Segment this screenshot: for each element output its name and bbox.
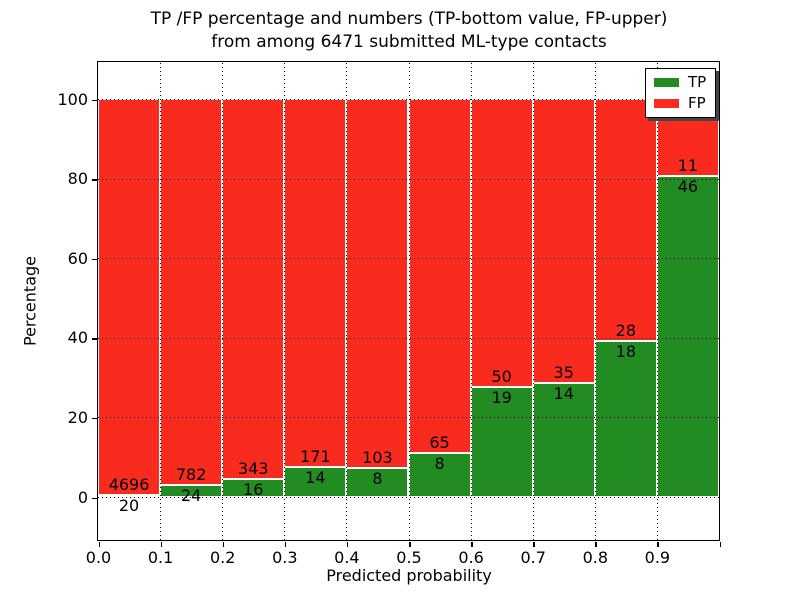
bar-fp-segment xyxy=(408,99,471,454)
x-tick-label: 0.1 xyxy=(147,548,174,567)
tp-count-label: 8 xyxy=(372,469,383,489)
bar-fp-segment xyxy=(160,99,223,486)
fp-count-label: 28 xyxy=(615,321,637,341)
bar-fp-segment xyxy=(470,99,533,388)
bar-tp-segment xyxy=(532,383,595,497)
y-tick-label: 0 xyxy=(77,487,88,507)
gridline-v xyxy=(470,62,472,540)
fp-count-label: 11 xyxy=(677,155,699,175)
legend-item-fp: FP xyxy=(654,96,706,111)
x-tick xyxy=(533,542,535,547)
x-tick xyxy=(284,542,287,547)
x-tick-label: 0.5 xyxy=(396,548,422,567)
tp-count-label: 8 xyxy=(434,454,445,474)
gridline-v xyxy=(160,62,162,540)
x-tick xyxy=(98,542,100,547)
legend-swatch-fp xyxy=(654,99,679,108)
bar-tp-segment xyxy=(408,453,471,497)
bar-tp-segment xyxy=(470,387,533,497)
plot-area: 4696 20 782 24 343 16 171 14 103 8 65 8 50 19 35 14 28 18… xyxy=(97,61,720,541)
y-tick xyxy=(92,497,97,499)
fp-count-label: 103 xyxy=(362,448,393,468)
fp-count-label: 4696 xyxy=(108,475,150,495)
bar-tp-segment xyxy=(656,175,719,497)
tp-count-label: 20 xyxy=(118,496,140,516)
x-tick xyxy=(160,542,163,547)
tp-count-label: 14 xyxy=(305,467,326,487)
legend-label-fp: FP xyxy=(688,94,706,112)
x-tick xyxy=(595,542,597,547)
chart-title: TP /FP percentage and numbers (TP-bottom… xyxy=(97,8,721,54)
bar-tp-segment xyxy=(98,495,161,498)
y-tick xyxy=(92,258,97,261)
tp-count-label: 19 xyxy=(491,388,512,408)
y-tick xyxy=(92,338,97,340)
fp-count-label: 35 xyxy=(553,363,574,383)
bar-fp-segment xyxy=(594,99,657,342)
legend-swatch-tp xyxy=(654,78,679,87)
x-tick-label: 0.3 xyxy=(272,548,298,567)
x-tick-label: 0.4 xyxy=(334,548,360,567)
y-tick xyxy=(92,417,97,420)
x-tick-label: 0.6 xyxy=(458,548,484,567)
bar-fp-segment xyxy=(98,99,161,496)
chart-title-line2: from among 6471 submitted ML-type contac… xyxy=(211,32,607,52)
tp-count-label: 18 xyxy=(615,342,637,362)
x-tick xyxy=(409,542,411,547)
chart-title-line1: TP /FP percentage and numbers (TP-bottom… xyxy=(150,9,668,29)
gridline-v xyxy=(532,62,534,540)
x-tick xyxy=(222,542,225,547)
bar-fp-segment xyxy=(346,99,409,469)
y-tick xyxy=(92,99,97,101)
bar-fp-segment xyxy=(284,99,347,467)
x-tick-label: 0.7 xyxy=(520,548,546,567)
gridline-v xyxy=(408,62,410,540)
fp-count-label: 50 xyxy=(491,367,512,387)
fp-count-label: 65 xyxy=(429,433,450,453)
gridline-v xyxy=(656,62,658,540)
y-tick-label: 40 xyxy=(67,328,88,348)
x-tick-label: 0.2 xyxy=(209,548,236,567)
y-tick-label: 80 xyxy=(67,169,88,189)
x-tick xyxy=(657,542,659,547)
bar-fp-segment xyxy=(222,99,285,480)
y-tick xyxy=(92,179,97,181)
fp-count-label: 171 xyxy=(300,446,331,466)
legend-label-tp: TP xyxy=(688,73,707,91)
x-tick-label: 0.9 xyxy=(644,548,671,567)
y-tick-label: 100 xyxy=(57,89,88,109)
fp-count-label: 782 xyxy=(175,465,207,485)
tp-count-label: 16 xyxy=(243,480,264,500)
tp-count-label: 14 xyxy=(553,384,574,404)
tp-count-label: 46 xyxy=(677,176,699,196)
x-tick xyxy=(719,542,721,547)
fp-count-label: 343 xyxy=(237,459,269,479)
x-tick xyxy=(471,542,473,547)
gridline-v xyxy=(284,62,286,540)
legend: TP FP xyxy=(645,68,717,118)
legend-item-tp: TP xyxy=(654,75,706,90)
tp-count-label: 24 xyxy=(180,486,202,506)
x-tick-label: 0.8 xyxy=(582,548,609,567)
gridline-v xyxy=(346,62,348,540)
gridline-v xyxy=(222,62,224,540)
gridline-v xyxy=(594,62,596,540)
x-tick-label: 0.0 xyxy=(85,548,112,567)
x-axis-label: Predicted probability xyxy=(326,566,492,585)
bar-fp-segment xyxy=(532,99,595,384)
x-tick xyxy=(346,542,349,547)
y-tick-label: 60 xyxy=(67,248,88,268)
y-tick-label: 20 xyxy=(67,407,88,427)
bar-tp-segment xyxy=(594,341,657,497)
